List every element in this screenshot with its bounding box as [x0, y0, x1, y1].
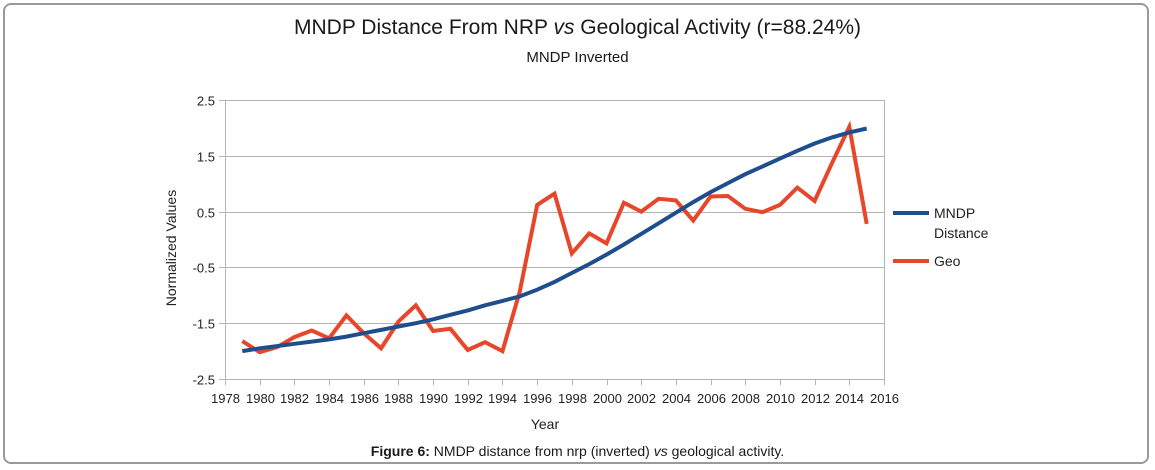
y-tick-label: -0.5	[193, 261, 215, 276]
x-tick-label: 2014	[835, 391, 864, 406]
chart-title: MNDP Distance From NRP vs Geological Act…	[294, 16, 861, 39]
y-tick-label: -1.5	[193, 317, 215, 332]
x-tick-label: 2012	[801, 391, 830, 406]
x-tick-label: 1978	[211, 391, 240, 406]
x-tick-label: 1986	[350, 391, 379, 406]
x-tick-label: 1996	[523, 391, 552, 406]
x-axis-title: Year	[531, 416, 560, 432]
series-line-mndp-distance	[241, 126, 868, 354]
legend-label-geo: Geo	[934, 253, 961, 269]
legend: MNDP Distance Geo	[893, 205, 989, 269]
x-tick-label: 1994	[488, 391, 517, 406]
series-line-geo	[241, 120, 869, 355]
chart-subtitle: MNDP Inverted	[526, 49, 629, 66]
x-tick-label: 1992	[454, 391, 483, 406]
x-tick-label: 1980	[246, 391, 275, 406]
figure-caption: Figure 6: NMDP distance from nrp (invert…	[370, 443, 785, 459]
x-tick-label: 1982	[280, 391, 309, 406]
x-tick-label: 2006	[697, 391, 726, 406]
series-lines	[241, 120, 869, 355]
x-tick-label: 2004	[662, 391, 691, 406]
x-tick-label: 1990	[419, 391, 448, 406]
axes	[225, 100, 885, 385]
x-tick-label: 2000	[593, 391, 622, 406]
x-tick-label: 1984	[315, 391, 344, 406]
gridlines	[219, 100, 884, 380]
x-tick-label: 1998	[558, 391, 587, 406]
x-tick-label: 1988	[384, 391, 413, 406]
legend-label-mndp-distance: Distance	[934, 225, 989, 241]
x-tick-label: 2002	[627, 391, 656, 406]
x-tick-label: 2010	[766, 391, 795, 406]
x-tick-label: 2016	[870, 391, 899, 406]
x-tick-labels: 1978 1980 1982 1984 1986 1988 1990 1992 1994 1996…	[211, 391, 899, 406]
y-tick-label: 2.5	[197, 94, 215, 109]
figure-frame	[3, 3, 1149, 464]
y-axis-title: Normalized Values	[163, 190, 179, 306]
x-tick-label: 2008	[731, 391, 760, 406]
y-tick-label: 0.5	[197, 206, 215, 221]
y-tick-label: -2.5	[193, 373, 215, 388]
y-tick-label: 1.5	[197, 150, 215, 165]
y-tick-labels: 2.5 1.5 0.5 -0.5 -1.5 -2.5	[193, 94, 215, 388]
legend-label-mndp-distance: MNDP	[934, 205, 975, 221]
